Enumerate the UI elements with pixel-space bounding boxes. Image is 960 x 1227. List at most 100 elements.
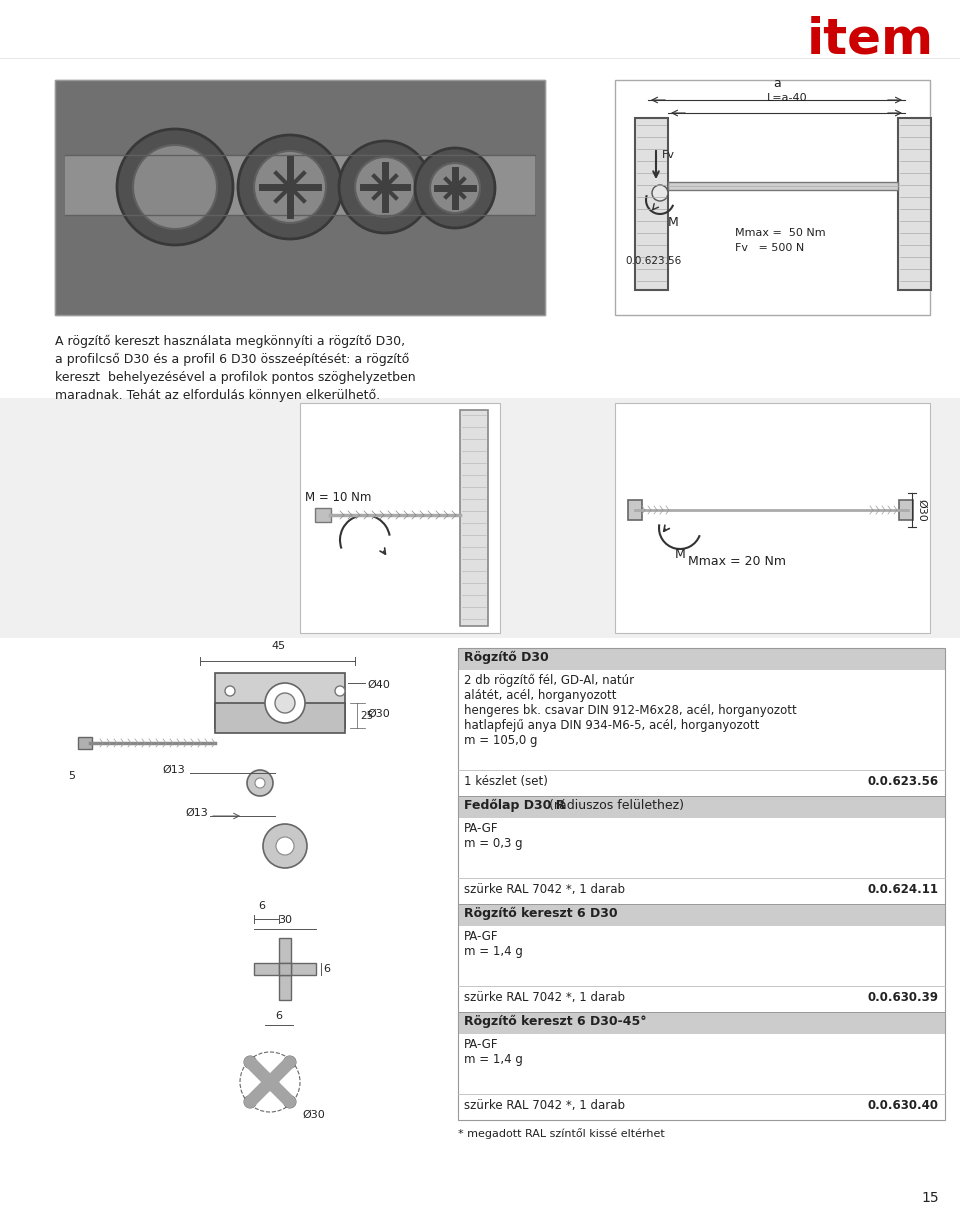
Text: PA-GF: PA-GF bbox=[464, 822, 498, 836]
Circle shape bbox=[255, 778, 265, 788]
Bar bbox=[55, 80, 545, 315]
Circle shape bbox=[275, 693, 295, 713]
Text: 0.0.623.56: 0.0.623.56 bbox=[868, 775, 939, 788]
Bar bbox=[279, 963, 291, 975]
Text: item: item bbox=[806, 15, 933, 63]
Text: szürke RAL 7042 *, 1 darab: szürke RAL 7042 *, 1 darab bbox=[464, 1099, 625, 1112]
Text: alátét, acél, horganyozott: alátét, acél, horganyozott bbox=[464, 690, 616, 702]
Bar bbox=[279, 975, 291, 1000]
Text: 30: 30 bbox=[278, 915, 292, 925]
Text: Mmax =  50 Nm: Mmax = 50 Nm bbox=[735, 228, 826, 238]
Text: hengeres bk. csavar DIN 912-M6x28, acél, horganyozott: hengeres bk. csavar DIN 912-M6x28, acél,… bbox=[464, 704, 797, 717]
Circle shape bbox=[117, 129, 233, 245]
Bar bbox=[65, 155, 535, 215]
Bar bbox=[615, 402, 930, 633]
Circle shape bbox=[355, 157, 415, 217]
Circle shape bbox=[244, 1056, 256, 1069]
Text: szürke RAL 7042 *, 1 darab: szürke RAL 7042 *, 1 darab bbox=[464, 883, 625, 896]
Bar bbox=[615, 80, 930, 315]
Bar bbox=[458, 648, 945, 670]
Circle shape bbox=[133, 145, 217, 229]
Bar bbox=[215, 672, 345, 728]
Bar bbox=[460, 410, 488, 626]
Text: 15: 15 bbox=[922, 1191, 939, 1205]
Bar bbox=[78, 737, 92, 748]
Text: Ø30: Ø30 bbox=[367, 709, 390, 719]
Circle shape bbox=[430, 163, 480, 213]
Text: Ø30: Ø30 bbox=[302, 1110, 324, 1120]
Circle shape bbox=[276, 837, 294, 855]
Bar bbox=[254, 963, 279, 975]
Text: Mmax = 20 Nm: Mmax = 20 Nm bbox=[688, 555, 786, 568]
Circle shape bbox=[254, 151, 326, 223]
Bar bbox=[899, 499, 913, 520]
Bar bbox=[458, 904, 945, 926]
Circle shape bbox=[265, 683, 305, 723]
Bar bbox=[315, 508, 331, 521]
Circle shape bbox=[652, 185, 668, 201]
Text: Rögzítő kereszt 6 D30-45°: Rögzítő kereszt 6 D30-45° bbox=[464, 1015, 647, 1028]
Text: Fv: Fv bbox=[662, 150, 675, 160]
Bar bbox=[628, 499, 642, 520]
Text: Rögzítő D30: Rögzítő D30 bbox=[464, 652, 549, 664]
Text: 6: 6 bbox=[323, 964, 330, 974]
Circle shape bbox=[238, 135, 342, 239]
Bar bbox=[458, 648, 945, 1120]
Text: 5: 5 bbox=[68, 771, 75, 782]
Text: 1 készlet (set): 1 készlet (set) bbox=[464, 775, 548, 788]
Circle shape bbox=[415, 148, 495, 228]
Text: szürke RAL 7042 *, 1 darab: szürke RAL 7042 *, 1 darab bbox=[464, 991, 625, 1004]
Circle shape bbox=[284, 1056, 296, 1069]
Text: PA-GF: PA-GF bbox=[464, 1038, 498, 1052]
Text: 6: 6 bbox=[276, 1011, 282, 1021]
Bar bbox=[898, 118, 931, 290]
Bar bbox=[300, 402, 500, 633]
Bar bbox=[668, 182, 898, 190]
Bar bbox=[458, 1012, 945, 1034]
Text: Ø30: Ø30 bbox=[917, 498, 927, 521]
Circle shape bbox=[339, 141, 431, 233]
Bar bbox=[279, 937, 291, 963]
Text: m = 0,3 g: m = 0,3 g bbox=[464, 837, 522, 850]
Bar bbox=[0, 398, 960, 638]
Text: M = 10 Nm: M = 10 Nm bbox=[305, 491, 372, 504]
Text: 0.0.630.39: 0.0.630.39 bbox=[868, 991, 939, 1004]
Text: Fv   = 500 N: Fv = 500 N bbox=[735, 243, 804, 253]
Text: 6: 6 bbox=[258, 901, 266, 910]
Text: L=a-40: L=a-40 bbox=[767, 93, 807, 103]
Text: M: M bbox=[675, 548, 685, 561]
Bar bbox=[635, 118, 668, 290]
Text: hatlapfejű anya DIN 934-M6-5, acél, horganyozott: hatlapfejű anya DIN 934-M6-5, acél, horg… bbox=[464, 719, 759, 733]
Text: 2 db rögzítő fél, GD-Al, natúr: 2 db rögzítő fél, GD-Al, natúr bbox=[464, 674, 635, 687]
Text: PA-GF: PA-GF bbox=[464, 930, 498, 944]
Text: m = 1,4 g: m = 1,4 g bbox=[464, 945, 523, 958]
Text: M: M bbox=[668, 216, 679, 229]
Circle shape bbox=[247, 771, 273, 796]
Circle shape bbox=[244, 1096, 256, 1108]
Text: 0.0.624.11: 0.0.624.11 bbox=[868, 883, 939, 896]
Text: m = 1,4 g: m = 1,4 g bbox=[464, 1053, 523, 1066]
Text: A rögzítő kereszt használata megkönnyíti a rögzítő D30,: A rögzítő kereszt használata megkönnyíti… bbox=[55, 335, 405, 348]
Text: Ø13: Ø13 bbox=[162, 764, 185, 775]
Bar bbox=[291, 963, 316, 975]
Text: * megadott RAL színtől kissé eltérhet: * megadott RAL színtől kissé eltérhet bbox=[458, 1128, 664, 1139]
Circle shape bbox=[335, 686, 345, 696]
Text: a: a bbox=[773, 77, 780, 90]
Text: 25: 25 bbox=[360, 710, 373, 721]
Bar bbox=[55, 80, 545, 315]
Bar bbox=[458, 796, 945, 818]
Circle shape bbox=[263, 825, 307, 867]
Text: Ø13: Ø13 bbox=[185, 809, 208, 818]
Text: 0.0.623.56: 0.0.623.56 bbox=[625, 256, 682, 266]
Text: Rögzítő kereszt 6 D30: Rögzítő kereszt 6 D30 bbox=[464, 907, 617, 920]
Text: 0.0.630.40: 0.0.630.40 bbox=[868, 1099, 939, 1112]
Bar bbox=[215, 703, 345, 733]
Text: kereszt  behelyezésével a profilok pontos szöghelyzetben: kereszt behelyezésével a profilok pontos… bbox=[55, 371, 416, 384]
Text: m = 105,0 g: m = 105,0 g bbox=[464, 734, 538, 747]
Text: Fedőlap D30 R: Fedőlap D30 R bbox=[464, 799, 565, 812]
Text: (rádiuszos felülethez): (rádiuszos felülethez) bbox=[544, 799, 684, 812]
Text: 45: 45 bbox=[271, 640, 285, 652]
Text: a profilcső D30 és a profil 6 D30 összeépítését: a rögzítő: a profilcső D30 és a profil 6 D30 összeé… bbox=[55, 353, 409, 366]
Text: Ø40: Ø40 bbox=[367, 680, 390, 690]
Text: maradnak. Tehát az elfordulás könnyen elkerülhető.: maradnak. Tehát az elfordulás könnyen el… bbox=[55, 389, 380, 402]
